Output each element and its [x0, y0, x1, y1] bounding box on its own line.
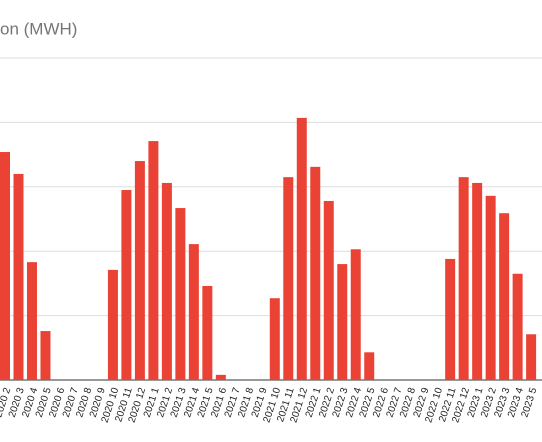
bar — [283, 177, 294, 380]
bar — [323, 200, 334, 380]
bar — [364, 352, 375, 380]
bar — [472, 182, 483, 380]
bar — [161, 182, 172, 380]
bar — [485, 195, 496, 380]
bar — [512, 273, 523, 380]
bar — [337, 264, 348, 380]
bar — [296, 117, 307, 380]
bar — [458, 177, 469, 380]
bar — [13, 173, 24, 380]
bar — [0, 152, 10, 380]
bar — [175, 208, 186, 380]
chart-title: on (MWH) — [0, 19, 77, 38]
bar — [215, 374, 226, 380]
bar — [310, 166, 321, 380]
bar — [202, 285, 213, 380]
bar — [121, 190, 132, 380]
bar — [134, 161, 145, 380]
bar — [269, 298, 280, 380]
bar — [148, 141, 159, 380]
bar — [107, 269, 118, 380]
bar — [40, 331, 51, 380]
bar — [499, 213, 510, 380]
bar — [445, 258, 456, 380]
bar — [26, 262, 37, 380]
bar — [350, 249, 361, 380]
bar — [188, 244, 199, 380]
bar — [526, 334, 537, 380]
